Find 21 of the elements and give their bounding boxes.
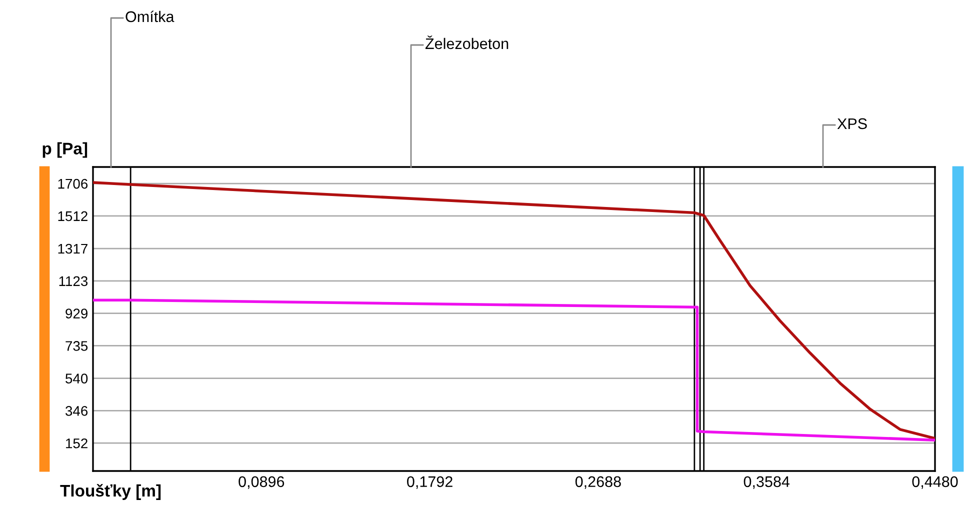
- y-tick-label: 929: [66, 308, 88, 318]
- y-tick-label: 735: [66, 341, 88, 351]
- x-tick-label: 0,1792: [407, 476, 452, 489]
- line-series: [93, 298, 935, 442]
- line-series: [93, 181, 935, 440]
- y-tick-label: 346: [66, 406, 88, 416]
- y-tick-label: 540: [66, 374, 88, 384]
- y-tick-label: 1512: [58, 211, 88, 222]
- y-axis-title: p [Pa]: [42, 142, 88, 158]
- x-tick-label: 0,4480: [912, 476, 958, 489]
- x-tick-label: 0,2688: [575, 476, 621, 489]
- x-tick-label: 0,0896: [238, 476, 284, 489]
- x-axis-title: Tloušťky [m]: [60, 484, 161, 500]
- text: XPS: [837, 118, 867, 130]
- text: Omítka: [126, 10, 174, 22]
- x-tick-label: 0,3584: [744, 476, 790, 489]
- y-tick-label: 152: [66, 438, 88, 448]
- y-tick-label: 1317: [58, 244, 88, 254]
- y-tick-label: 1706: [58, 178, 88, 189]
- text: Železobeton: [425, 36, 508, 50]
- y-tick-label: 1123: [59, 276, 88, 286]
